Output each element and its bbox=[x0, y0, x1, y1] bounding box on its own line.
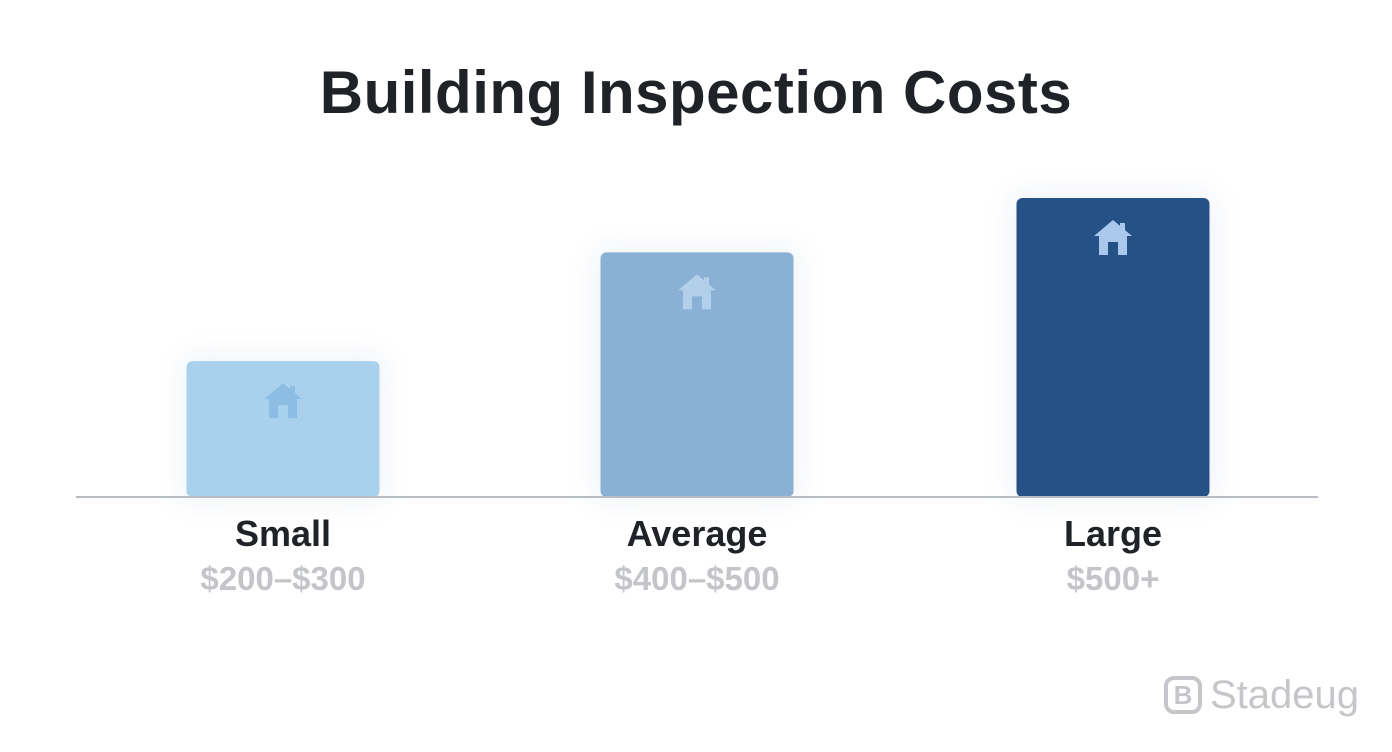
house-icon bbox=[264, 383, 302, 419]
watermark-logo-icon: B bbox=[1164, 676, 1202, 714]
value-label: $500+ bbox=[1067, 560, 1160, 597]
category-label: Large bbox=[1064, 513, 1162, 554]
bar-group-small: Small $200–$300 bbox=[180, 355, 386, 597]
bar-group-large: Large $500+ bbox=[1010, 192, 1216, 597]
value-label: $200–$300 bbox=[200, 560, 365, 597]
bar-large bbox=[1016, 198, 1210, 497]
bar-group-average: Average $400–$500 bbox=[594, 246, 800, 597]
bar-small bbox=[186, 361, 380, 497]
bar-average bbox=[600, 252, 794, 497]
watermark-text: Stadeug bbox=[1210, 672, 1360, 717]
value-label: $400–$500 bbox=[614, 560, 779, 597]
chart-title: Building Inspection Costs bbox=[319, 59, 1073, 126]
house-icon bbox=[678, 274, 716, 310]
category-label: Small bbox=[235, 513, 331, 554]
house-icon bbox=[1094, 220, 1132, 255]
watermark: B Stadeug bbox=[1164, 670, 1359, 720]
category-label: Average bbox=[627, 513, 768, 554]
